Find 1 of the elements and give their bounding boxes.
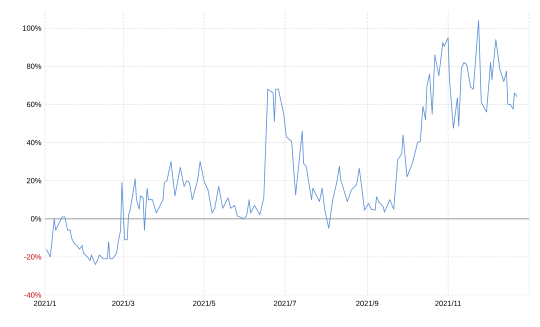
line-series xyxy=(46,20,518,265)
